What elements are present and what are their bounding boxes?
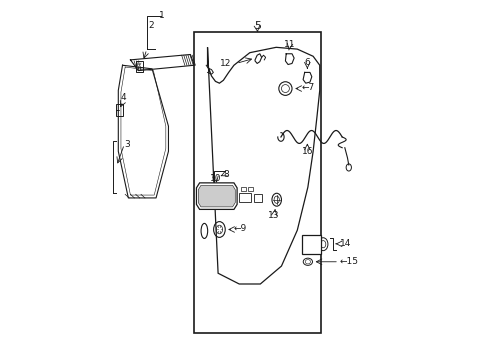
- Polygon shape: [196, 183, 237, 210]
- Text: 4: 4: [121, 93, 126, 102]
- Text: 10: 10: [209, 175, 221, 184]
- Text: 3: 3: [124, 140, 130, 149]
- Text: 16: 16: [301, 147, 312, 156]
- Bar: [247, 187, 252, 192]
- Text: 13: 13: [267, 211, 279, 220]
- Bar: [116, 104, 122, 116]
- Text: 1: 1: [158, 10, 164, 19]
- Text: ←15: ←15: [339, 257, 358, 266]
- Text: 12: 12: [220, 59, 231, 68]
- Text: 11: 11: [283, 40, 295, 49]
- Bar: [194, 32, 321, 333]
- Text: 6: 6: [304, 58, 309, 67]
- Text: 5: 5: [254, 21, 261, 31]
- Bar: [136, 61, 142, 72]
- Bar: [253, 194, 262, 202]
- Bar: [302, 235, 321, 253]
- Bar: [241, 187, 245, 192]
- Text: 2: 2: [148, 21, 154, 30]
- Text: ←9: ←9: [233, 224, 247, 233]
- Text: 14: 14: [339, 239, 351, 248]
- Bar: [238, 193, 251, 202]
- Text: 8: 8: [223, 170, 228, 179]
- Text: ←7: ←7: [301, 83, 314, 92]
- Polygon shape: [198, 185, 235, 207]
